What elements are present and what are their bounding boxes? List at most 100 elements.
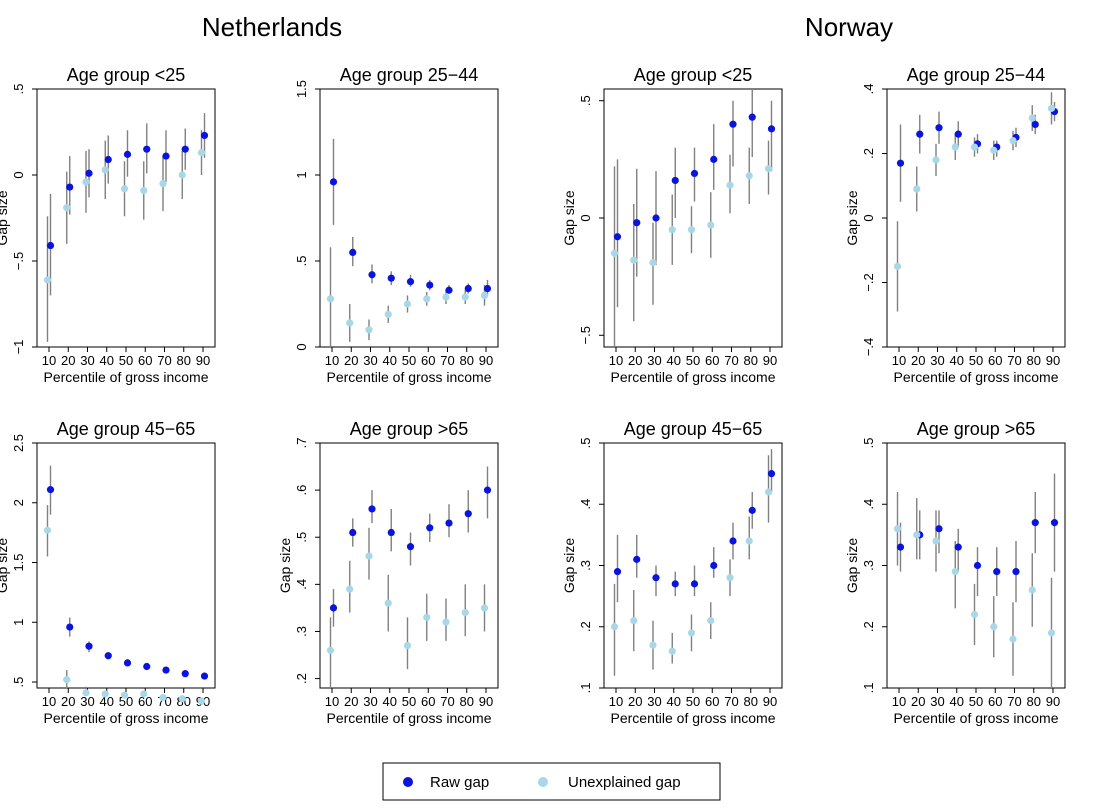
- raw-gap-point: [652, 214, 660, 222]
- raw-gap-point: [671, 580, 679, 588]
- unexplained-gap-point: [423, 613, 431, 621]
- y-axis-label: Gap size: [277, 538, 293, 593]
- x-tick-label: 40: [383, 694, 397, 709]
- unexplained-gap-point: [1009, 635, 1017, 643]
- y-axis-label: Gap size: [561, 538, 577, 593]
- unexplained-gap-point: [63, 204, 71, 212]
- y-tick-label: .2: [861, 148, 876, 159]
- y-tick-label: .3: [861, 560, 876, 571]
- y-axis-label: Gap size: [561, 190, 577, 245]
- x-tick-label: 60: [705, 694, 719, 709]
- unexplained-gap-point: [764, 165, 773, 173]
- x-tick-label: 20: [911, 694, 925, 709]
- x-tick-label: 90: [1046, 694, 1060, 709]
- raw-gap-point: [633, 555, 641, 563]
- x-tick-label: 10: [325, 694, 339, 709]
- unexplained-gap-point: [745, 537, 753, 545]
- unexplained-gap-point: [159, 693, 167, 702]
- x-tick-label: 60: [138, 353, 152, 368]
- unexplained-gap-point: [63, 676, 71, 684]
- unexplained-gap-point: [1047, 629, 1056, 637]
- chart-panel-8: Age group >65 .1 .2 .3 .4 .5 Gap size 10 20 30 40 5…: [844, 419, 1066, 726]
- raw-gap-point: [387, 274, 395, 282]
- x-axis-label: Percentile of gross income: [611, 369, 776, 385]
- unexplained-gap-point: [726, 181, 734, 189]
- unexplained-gap-point: [197, 697, 206, 705]
- raw-gap-point: [406, 278, 415, 286]
- unexplained-gap-point: [140, 186, 148, 195]
- raw-gap-point: [935, 525, 943, 533]
- x-tick-label: 20: [911, 353, 925, 368]
- raw-gap-point: [181, 145, 189, 153]
- raw-gap-point: [935, 124, 943, 132]
- raw-gap-point: [104, 652, 112, 660]
- x-tick-label: 30: [363, 353, 377, 368]
- unexplained-gap-point: [365, 552, 373, 560]
- panel-title: Age group 25−44: [907, 65, 1046, 85]
- legend: Raw gap Unexplained gap: [382, 762, 721, 801]
- raw-gap-point: [483, 284, 492, 293]
- y-tick-label: .5: [11, 84, 26, 95]
- y-tick-label: .7: [294, 438, 309, 449]
- plot-frame: [36, 442, 216, 689]
- unexplained-gap-point: [442, 293, 450, 301]
- raw-gap-point: [104, 155, 112, 164]
- legend-unexplained-marker: [538, 777, 548, 787]
- unexplained-gap-point: [893, 262, 902, 270]
- unexplained-gap-point: [326, 295, 335, 303]
- chart-panel-1: Age group <25 −1 −.5 0 .5 Gap size 10 20 30 40 50 6…: [0, 65, 216, 385]
- raw-gap-point: [767, 125, 776, 133]
- x-tick-label: 90: [479, 353, 493, 368]
- plot-frame: [603, 88, 783, 348]
- unexplained-gap-point: [687, 226, 696, 234]
- x-axis-label: Percentile of gross income: [894, 710, 1059, 726]
- x-tick-label: 60: [988, 694, 1002, 709]
- y-tick-label: .6: [294, 485, 309, 496]
- x-tick-label: 80: [1027, 353, 1041, 368]
- y-tick-label: .2: [578, 621, 593, 632]
- unexplained-gap-point: [1009, 137, 1017, 145]
- y-axis-label: Gap size: [844, 190, 860, 245]
- unexplained-gap-point: [610, 623, 619, 631]
- raw-gap-point: [426, 524, 434, 532]
- y-tick-label: 0: [11, 171, 26, 178]
- raw-gap-point: [426, 281, 434, 289]
- unexplained-gap-point: [82, 689, 90, 697]
- unexplained-gap-point: [1047, 104, 1056, 112]
- unexplained-gap-point: [913, 185, 921, 193]
- raw-gap-point: [368, 505, 376, 513]
- y-tick-label: .5: [11, 677, 26, 688]
- unexplained-gap-point: [1028, 114, 1036, 122]
- raw-gap-point: [66, 183, 74, 191]
- raw-gap-point: [123, 659, 132, 667]
- unexplained-gap-point: [384, 310, 392, 318]
- raw-gap-point: [1031, 120, 1039, 129]
- unexplained-gap-point: [43, 276, 52, 284]
- y-tick-label: .3: [578, 560, 593, 571]
- unexplained-gap-point: [951, 143, 959, 151]
- panel-title: Age group <25: [67, 65, 186, 85]
- legend-raw-label: Raw gap: [430, 774, 489, 791]
- x-tick-label: 70: [440, 353, 454, 368]
- y-tick-label: 0: [294, 343, 309, 350]
- x-tick-label: 60: [421, 694, 435, 709]
- raw-gap-point: [767, 470, 776, 478]
- x-tick-label: 40: [950, 694, 964, 709]
- y-tick-label: .5: [861, 438, 876, 449]
- x-axis-label: Percentile of gross income: [327, 710, 492, 726]
- x-tick-label: 90: [763, 353, 777, 368]
- raw-gap-point: [162, 152, 170, 160]
- x-tick-label: 30: [80, 694, 94, 709]
- unexplained-gap-point: [610, 249, 619, 257]
- x-tick-label: 50: [402, 694, 416, 709]
- unexplained-gap-point: [893, 525, 902, 533]
- unexplained-gap-point: [668, 647, 676, 655]
- y-tick-label: .5: [578, 438, 593, 449]
- unexplained-gap-point: [101, 166, 109, 174]
- x-tick-label: 10: [892, 353, 906, 368]
- y-axis-label: Gap size: [844, 538, 860, 593]
- raw-gap-point: [329, 178, 338, 186]
- unexplained-gap-point: [668, 226, 676, 234]
- raw-gap-point: [954, 130, 962, 138]
- x-tick-label: 70: [440, 694, 454, 709]
